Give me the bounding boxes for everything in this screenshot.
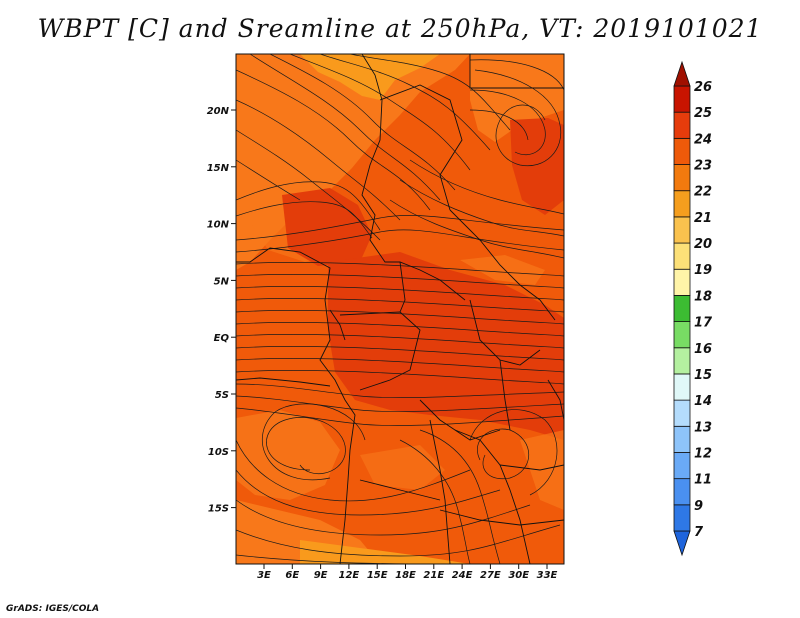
- latitude-axis: 20N 15N 10N 5N EQ 5S 10S 15S: [207, 106, 236, 515]
- colorbar-swatch: [673, 504, 691, 532]
- colorbar-high-arrow: [673, 60, 691, 87]
- lon-label: 27E: [480, 570, 501, 581]
- lat-label: 5N: [214, 276, 230, 287]
- colorbar-level-label: 24: [694, 132, 712, 147]
- colorbar-swatch: [673, 347, 691, 375]
- colorbar-swatch: [673, 478, 691, 506]
- grads-credit: GrADS: IGES/COLA: [6, 604, 100, 614]
- lat-label: 15N: [207, 163, 230, 174]
- colorbar-level-label: 11: [694, 473, 712, 488]
- lon-label: 18E: [395, 570, 416, 581]
- colorbar-level-label: 12: [694, 446, 712, 461]
- lon-label: 9E: [314, 570, 328, 581]
- colorbar-level-label: 22: [694, 185, 712, 200]
- colorbar-level-label: 20: [694, 237, 712, 252]
- lon-label: 12E: [339, 570, 360, 581]
- lat-label: 10S: [208, 447, 229, 458]
- lat-label: 10N: [207, 220, 230, 231]
- colorbar-level-label: 26: [694, 80, 712, 95]
- streamlines: [236, 54, 564, 564]
- colorbar-level-label: 25: [694, 106, 712, 121]
- colorbar-level-label: 16: [694, 342, 712, 357]
- colorbar-level-label: 17: [694, 316, 713, 331]
- colorbar-swatch: [673, 425, 691, 453]
- lat-label: 5S: [215, 390, 229, 401]
- colorbar-swatch: [673, 452, 691, 480]
- lat-label: 20N: [207, 106, 230, 117]
- longitude-axis: 3E 6E 9E 12E 15E 18E 21E 24E 27E 30E 33E: [257, 564, 558, 581]
- lon-label: 21E: [423, 570, 444, 581]
- colorbar-low-arrow: [673, 530, 691, 557]
- lon-label: 15E: [367, 570, 388, 581]
- lon-label: 30E: [508, 570, 529, 581]
- colorbar-swatch: [673, 295, 691, 322]
- colorbar-labels: 7 9 11 12 13 14 15 16 17 18 19 20 21 22 23 24 25 26: [694, 80, 713, 540]
- colorbar-swatch: [673, 373, 691, 401]
- chart-title: WBPT [C] and Sreamline at 250hPa, VT: 20…: [37, 14, 763, 43]
- colorbar-swatch: [673, 85, 691, 113]
- colorbar-swatches: [673, 60, 691, 557]
- colorbar-level-label: 7: [694, 525, 704, 540]
- colorbar-level-label: 14: [694, 394, 712, 409]
- colorbar-level-label: 9: [694, 499, 703, 514]
- colorbar-swatch: [673, 216, 691, 244]
- colorbar-swatch: [673, 190, 691, 218]
- colorbar-swatch: [673, 321, 691, 349]
- colorbar-swatch: [673, 242, 691, 270]
- lat-label: EQ: [214, 333, 230, 344]
- colorbar-swatch: [673, 164, 691, 192]
- country-borders: [236, 54, 564, 564]
- field-patches: [236, 54, 564, 564]
- lon-label: 33E: [537, 570, 558, 581]
- lon-label: 6E: [285, 570, 299, 581]
- colorbar-level-label: 19: [694, 263, 712, 278]
- colorbar-swatch: [673, 137, 691, 165]
- lon-label: 3E: [257, 570, 271, 581]
- lat-label: 15S: [208, 504, 229, 515]
- colorbar-swatch: [673, 399, 691, 427]
- lon-label: 24E: [452, 570, 473, 581]
- colorbar-level-label: 15: [694, 368, 712, 383]
- colorbar-swatch: [673, 268, 691, 296]
- colorbar-level-label: 21: [694, 211, 712, 226]
- colorbar-swatch: [673, 111, 691, 139]
- colorbar-level-label: 18: [694, 289, 712, 304]
- colorbar-level-label: 23: [694, 159, 712, 174]
- colorbar-level-label: 13: [694, 420, 712, 435]
